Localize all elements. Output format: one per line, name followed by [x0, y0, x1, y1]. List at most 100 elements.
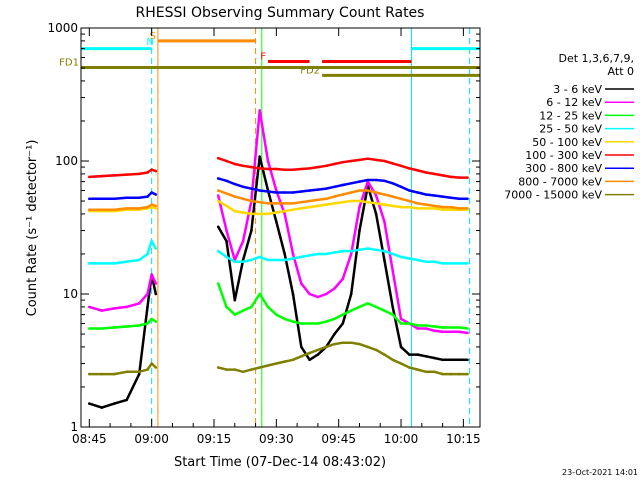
data-point-4-2-23	[399, 255, 403, 259]
data-point-8-2-9	[283, 202, 287, 205]
data-point-4-1-4	[125, 260, 128, 264]
data-point-7-1-1	[88, 197, 91, 201]
data-point-2-2-27	[433, 329, 436, 333]
data-point-3-2-24	[408, 322, 411, 325]
data-point-2-1-1	[88, 305, 91, 309]
legend-label-7: 300 - 800 keV	[525, 162, 602, 175]
x-tick-label-5: 09:45	[321, 432, 356, 446]
data-point-1-2-11	[300, 345, 303, 349]
data-point-3-2-11	[300, 322, 303, 325]
data-point-9-2-16	[341, 341, 345, 345]
data-point-4-1-6	[146, 252, 149, 256]
data-point-6-2-18	[358, 158, 361, 162]
chart-title: RHESSI Observing Summary Count Rates	[136, 5, 425, 21]
data-point-2-2-2	[225, 229, 228, 232]
data-point-9-2-29	[449, 372, 453, 376]
data-point-1-2-30	[457, 358, 461, 362]
data-point-4-2-6	[258, 255, 262, 259]
data-point-1-1-5	[137, 372, 141, 376]
x-tick-label-6: 10:00	[384, 432, 419, 446]
data-point-4-2-16	[341, 249, 345, 253]
legend-label-8: 800 - 7000 keV	[518, 175, 602, 188]
data-point-6-2-10	[291, 168, 295, 171]
data-point-3-1-8	[154, 320, 158, 323]
data-point-5-2-13	[316, 204, 320, 208]
data-point-1-1-8	[154, 292, 158, 296]
data-point-4-2-17	[349, 249, 353, 253]
data-point-8-2-20	[374, 191, 378, 194]
data-point-6-1-5	[137, 172, 141, 176]
flag-label-8: FD2	[300, 65, 320, 76]
data-point-3-2-22	[391, 313, 395, 316]
data-point-5-2-6	[258, 212, 262, 216]
data-point-6-2-22	[391, 162, 395, 165]
data-point-9-2-21	[383, 353, 386, 356]
data-point-8-2-1	[216, 189, 220, 192]
data-point-2-2-22	[391, 269, 395, 272]
data-point-4-2-19	[366, 247, 370, 250]
data-point-2-2-29	[449, 330, 453, 334]
data-point-5-2-3	[233, 209, 237, 213]
data-point-6-2-5	[250, 165, 253, 169]
data-point-8-1-5	[137, 207, 141, 210]
data-point-7-2-9	[283, 191, 287, 194]
data-point-1-2-9	[283, 252, 287, 256]
data-point-9-2-8	[275, 362, 278, 365]
data-point-7-2-16	[341, 183, 345, 187]
data-point-2-1-4	[125, 305, 128, 309]
data-point-6-1-4	[125, 173, 128, 176]
data-point-7-1-3	[113, 197, 116, 201]
data-point-8-2-17	[349, 191, 353, 194]
data-point-6-2-24	[408, 167, 411, 170]
data-point-1-2-2	[225, 239, 228, 243]
data-point-5-2-12	[308, 205, 311, 209]
data-point-9-1-7	[150, 362, 153, 365]
data-point-1-2-17	[349, 292, 353, 296]
data-point-3-2-12	[308, 322, 311, 325]
data-point-1-2-15	[333, 332, 336, 336]
data-point-4-2-30	[457, 262, 461, 265]
data-point-1-2-13	[316, 353, 320, 356]
data-point-7-2-24	[408, 189, 411, 192]
data-point-4-2-8	[275, 258, 278, 262]
data-point-9-1-2	[100, 372, 104, 376]
data-point-5-2-14	[324, 203, 328, 206]
data-point-3-2-14	[324, 320, 328, 323]
data-point-6-2-4	[241, 164, 245, 168]
data-point-9-2-22	[391, 358, 395, 362]
data-point-8-2-29	[449, 205, 453, 209]
data-point-9-2-2	[225, 368, 228, 371]
data-point-9-2-12	[308, 351, 311, 355]
data-point-1-2-16	[341, 322, 345, 325]
data-point-5-2-1	[216, 199, 220, 203]
data-point-1-2-21	[383, 258, 386, 262]
data-point-2-2-9	[283, 212, 287, 216]
data-point-2-2-12	[308, 292, 311, 296]
y-tick-label-2: 10	[63, 287, 78, 301]
data-point-4-2-18	[358, 248, 361, 252]
data-point-7-2-25	[416, 191, 420, 194]
data-point-2-1-3	[113, 307, 116, 310]
data-point-9-2-13	[316, 348, 320, 352]
data-point-9-2-25	[416, 368, 420, 371]
data-point-2-2-11	[300, 282, 303, 285]
data-point-2-2-1	[216, 194, 220, 197]
data-point-1-1-6	[146, 305, 149, 309]
data-point-8-1-6	[146, 205, 149, 209]
data-point-5-1-7	[150, 205, 153, 209]
data-point-7-2-13	[316, 188, 320, 191]
legend-label-3: 12 - 25 keV	[539, 109, 602, 122]
data-point-5-2-15	[333, 202, 336, 205]
data-point-6-1-8	[154, 169, 158, 173]
data-point-9-2-4	[241, 370, 245, 374]
data-point-7-2-31	[466, 197, 469, 201]
y-tick-label-4: 1000	[47, 21, 78, 35]
data-point-8-2-12	[308, 199, 311, 203]
data-point-9-2-30	[457, 372, 461, 376]
data-point-8-1-1	[88, 208, 91, 211]
data-point-2-2-30	[457, 330, 461, 334]
data-point-8-2-19	[366, 189, 370, 192]
data-point-6-2-16	[341, 160, 345, 164]
data-point-5-2-29	[449, 208, 453, 211]
